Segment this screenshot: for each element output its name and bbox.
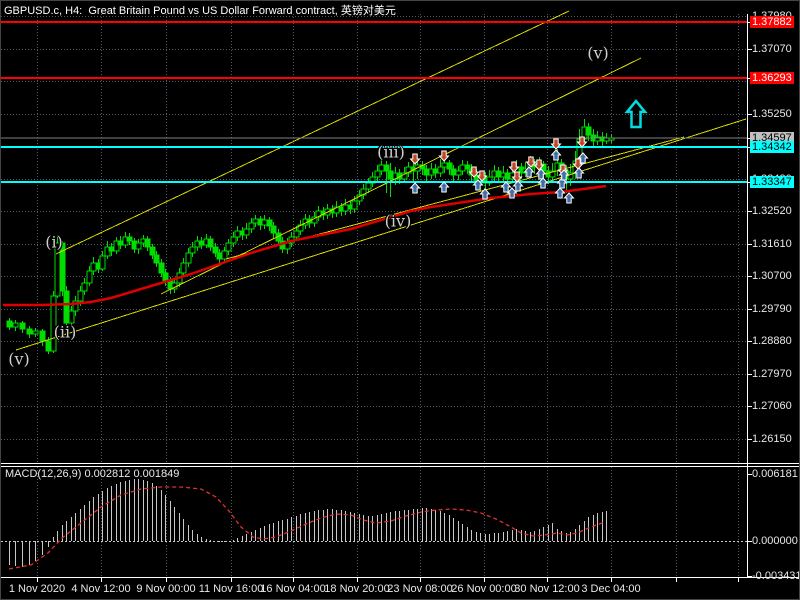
time-axis-label: 4 Nov 12:00	[71, 583, 131, 595]
price-gridline-label: 1.27970	[752, 368, 792, 380]
price-gridline-label: 1.27060	[752, 400, 792, 412]
macd-axis-label: 0.006181	[752, 468, 798, 480]
time-axis-label: 30 Nov 12:00	[514, 583, 580, 595]
price-gridline-label: 1.26150	[752, 433, 792, 445]
elliott-wave-label[interactable]: (iii)	[377, 142, 405, 162]
price-level-label: 1.37882	[750, 16, 794, 28]
macd-indicator-layer	[1, 479, 747, 570]
elliott-wave-label[interactable]: (v)	[587, 43, 609, 63]
macd-signal-value: 0.001849	[133, 468, 180, 480]
elliott-wave-label[interactable]: (ii)	[53, 322, 77, 342]
time-axis-label: 9 Nov 00:00	[136, 583, 196, 595]
time-axis-label: 23 Nov 08:00	[387, 583, 453, 595]
time-axis-label: 16 Nov 04:00	[260, 583, 326, 595]
time-axis-label: 18 Nov 20:00	[324, 583, 390, 595]
price-levels-layer[interactable]	[1, 21, 747, 183]
price-gridline-label: 1.31610	[752, 238, 792, 250]
axis-frame-layer	[1, 14, 799, 582]
macd-name: MACD(12,26,9)	[5, 468, 82, 480]
price-level-label: 1.34342	[750, 141, 794, 153]
macd-main-value: 0.002812	[84, 468, 131, 480]
price-gridline-label: 1.32520	[752, 205, 792, 217]
price-gridline-label: 1.28880	[752, 335, 792, 347]
elliott-wave-label[interactable]: (v)	[8, 349, 30, 369]
time-axis-label: 3 Dec 04:00	[581, 583, 641, 595]
price-gridline-label: 1.30700	[752, 270, 792, 282]
macd-axis-label: -0.003431	[752, 570, 800, 582]
chart-title: GBPUSD.c, H4: Great Britain Pound vs US …	[4, 5, 396, 17]
macd-label: MACD(12,26,9) 0.002812 0.001849	[5, 468, 179, 480]
elliott-wave-label[interactable]: (iv)	[384, 211, 412, 231]
price-gridline-label: 1.37070	[752, 43, 792, 55]
price-gridline-label: 1.35250	[752, 108, 792, 120]
price-level-label: 1.36293	[750, 72, 794, 84]
grid-layer	[1, 14, 747, 577]
price-gridline-label: 1.29790	[752, 303, 792, 315]
big-up-arrow[interactable]	[624, 99, 648, 129]
elliott-wave-label[interactable]: (i)	[45, 232, 63, 252]
moving-average-layer	[3, 184, 607, 307]
time-axis-label: 11 Nov 16:00	[198, 583, 264, 595]
time-axis-label: 26 Nov 00:00	[451, 583, 517, 595]
time-axis-label: 1 Nov 2020	[8, 583, 66, 595]
macd-axis-label: 0.000000	[752, 535, 798, 547]
price-level-label: 1.33347	[750, 176, 794, 188]
trendlines-layer[interactable]	[15, 10, 747, 351]
signal-arrows-layer	[409, 136, 589, 204]
